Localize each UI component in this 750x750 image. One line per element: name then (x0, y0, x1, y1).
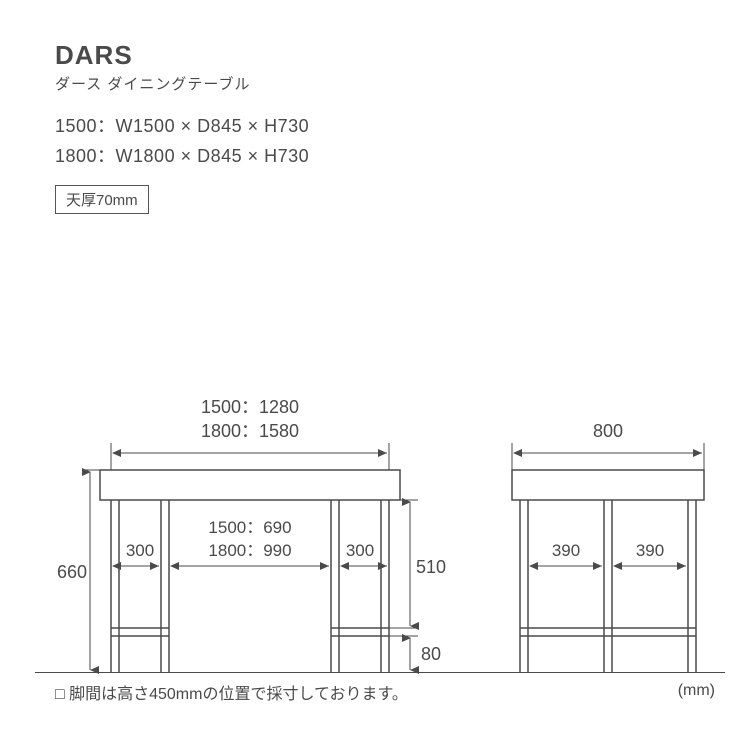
front-height-660: 660 (57, 562, 87, 582)
side-view: 800 390 390 (512, 421, 704, 672)
side-gap-right: 390 (636, 541, 664, 560)
front-gap-right: 300 (346, 541, 374, 560)
side-top-dim: 800 (593, 421, 623, 441)
front-mid-dim-2: 1800：990 (208, 541, 291, 560)
front-view: 1500：1280 1800：1580 300 1500：690 1800：99… (57, 397, 446, 672)
front-mid-dim-1: 1500：690 (208, 518, 291, 537)
front-gap-left: 300 (126, 541, 154, 560)
side-gap-left: 390 (552, 541, 580, 560)
front-top-dim-2: 1800：1580 (201, 421, 299, 441)
technical-drawing: 1500：1280 1800：1580 300 1500：690 1800：99… (0, 0, 750, 750)
front-height-510: 510 (416, 557, 446, 577)
front-top-dim-1: 1500：1280 (201, 397, 299, 417)
front-foot-80: 80 (421, 644, 441, 664)
